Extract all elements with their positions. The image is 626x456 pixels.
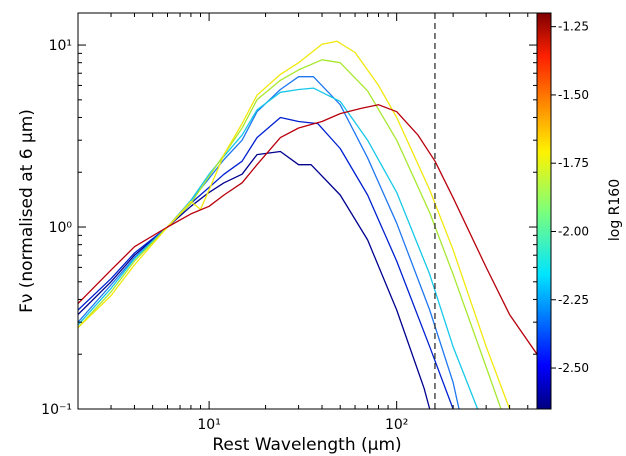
y-ticks: 10⁻¹ 10⁰ 10¹ — [41, 38, 537, 418]
plot-frame — [77, 12, 538, 410]
x-axis-label: Rest Wavelength (μm) — [212, 435, 401, 455]
colorbar-tick-label: -1.50 — [558, 88, 589, 102]
colorbar-tick-label: -1.25 — [558, 20, 589, 34]
colorbar-tick-label: -2.25 — [558, 293, 589, 307]
y-tick-label: 10⁰ — [49, 220, 73, 236]
colorbar-tick-label: -2.50 — [558, 361, 589, 375]
series-line-5 — [78, 59, 502, 409]
series-line-4 — [78, 87, 479, 409]
y-axis-label: Fν (normalised at 6 μm) — [17, 109, 37, 313]
colorbar — [536, 12, 552, 410]
colorbar-ticks: -1.25 -1.50 -1.75 -2.00 -2.25 -2.50 — [551, 20, 589, 375]
series-line-1 — [78, 150, 431, 409]
colorbar-label: log R160 — [607, 179, 623, 241]
x-tick-label: 10² — [385, 417, 408, 433]
series-line-3 — [78, 76, 460, 409]
x-ticks: 10¹ 10² — [77, 13, 529, 433]
colorbar-tick-label: -2.00 — [558, 224, 589, 238]
colorbar-tick-label: -1.75 — [558, 156, 589, 170]
y-tick-label: 10⁻¹ — [41, 402, 72, 418]
x-tick-label: 10¹ — [197, 417, 220, 433]
series-line-7 — [78, 104, 537, 355]
series-line-2 — [78, 116, 454, 409]
series-layer — [78, 40, 537, 409]
y-tick-label: 10¹ — [49, 38, 72, 54]
series-line-6 — [78, 40, 511, 409]
